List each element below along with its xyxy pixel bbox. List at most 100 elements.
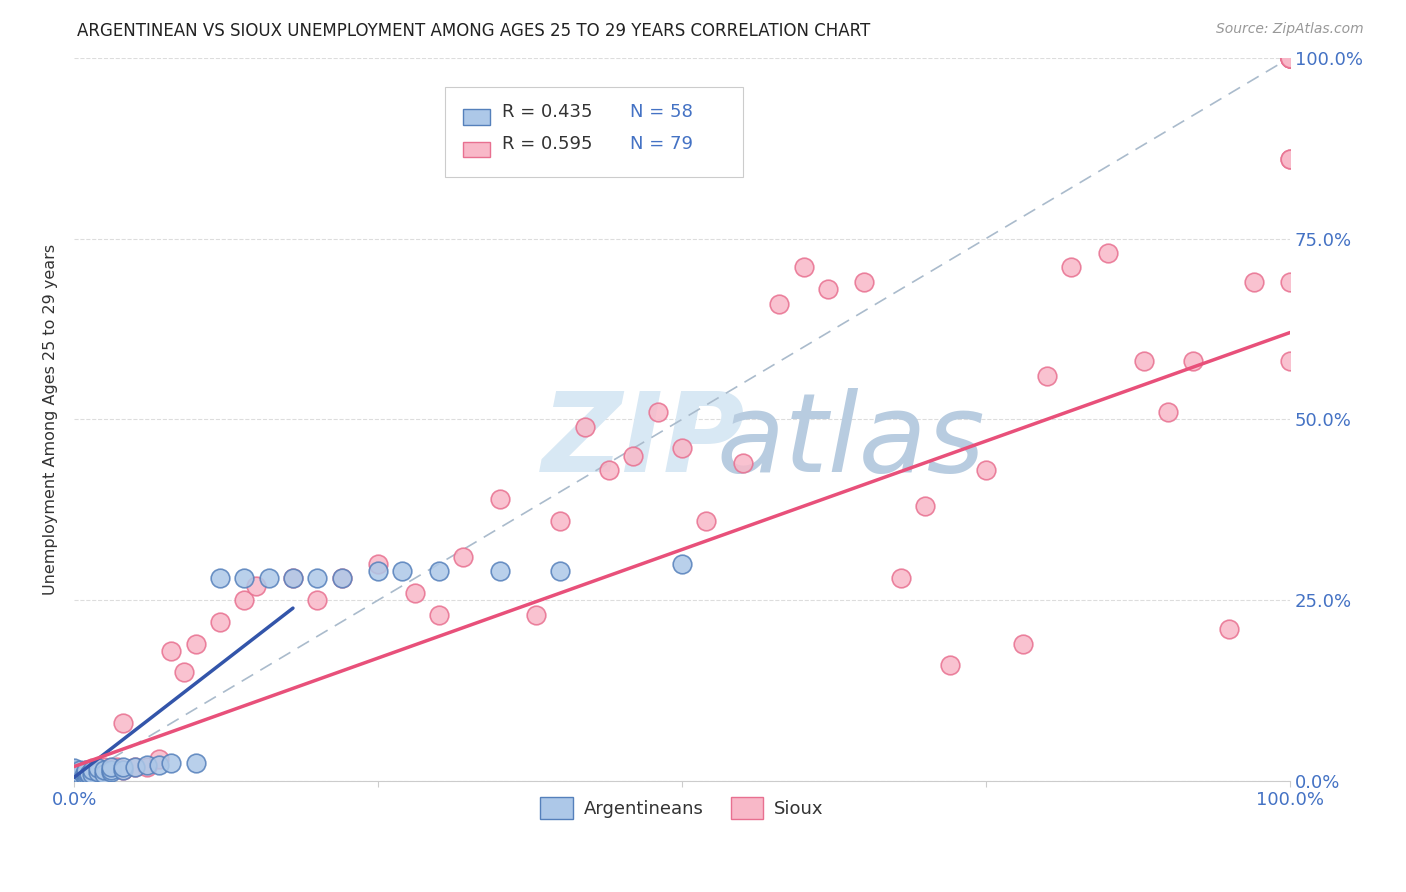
Point xyxy=(87,763,110,777)
Point xyxy=(63,771,86,785)
Point xyxy=(69,766,91,780)
Point xyxy=(63,768,86,782)
Point xyxy=(307,593,329,607)
Point xyxy=(451,549,474,564)
Point xyxy=(488,491,510,506)
Point xyxy=(93,763,115,777)
Point xyxy=(148,758,170,772)
Point xyxy=(1279,152,1302,166)
Point xyxy=(281,572,304,586)
Point xyxy=(938,658,960,673)
Point xyxy=(817,282,839,296)
Text: Source: ZipAtlas.com: Source: ZipAtlas.com xyxy=(1216,22,1364,37)
Point xyxy=(1097,246,1119,260)
Point xyxy=(1011,636,1033,650)
Point xyxy=(1060,260,1083,275)
Point xyxy=(63,769,86,783)
Point xyxy=(63,766,86,780)
Point xyxy=(63,763,86,777)
Point xyxy=(63,768,86,782)
Point xyxy=(75,763,97,777)
Point xyxy=(93,766,115,780)
Point xyxy=(73,768,96,782)
Point xyxy=(598,463,620,477)
Point xyxy=(1218,622,1240,636)
Point xyxy=(281,572,304,586)
Point xyxy=(63,774,86,789)
Point xyxy=(1279,51,1302,65)
Point xyxy=(82,765,104,780)
Point xyxy=(63,768,86,782)
Point xyxy=(124,759,146,773)
Point xyxy=(208,572,231,586)
Point xyxy=(100,759,122,773)
Point xyxy=(111,759,134,773)
Point xyxy=(63,774,86,789)
Point xyxy=(208,615,231,629)
Point xyxy=(63,774,86,789)
Point xyxy=(233,572,256,586)
Point xyxy=(73,768,96,782)
Text: atlas: atlas xyxy=(716,387,984,494)
Point xyxy=(330,572,353,586)
Text: R = 0.595: R = 0.595 xyxy=(502,136,592,153)
Point xyxy=(1157,405,1180,419)
Point xyxy=(69,766,91,780)
Point xyxy=(233,593,256,607)
Point xyxy=(647,405,669,419)
Point xyxy=(1279,51,1302,65)
Point xyxy=(63,767,86,781)
Point xyxy=(574,419,596,434)
Point xyxy=(63,774,86,789)
Point xyxy=(63,771,86,785)
Point xyxy=(63,772,86,786)
Point xyxy=(100,761,122,775)
Point xyxy=(82,766,104,780)
Point xyxy=(1279,152,1302,166)
Point xyxy=(136,759,159,773)
Point xyxy=(63,774,86,789)
Bar xyxy=(463,142,489,158)
Point xyxy=(75,766,97,780)
Point xyxy=(524,607,547,622)
Point xyxy=(69,771,91,785)
Point xyxy=(69,771,91,785)
Point xyxy=(105,759,128,773)
Point xyxy=(160,756,183,770)
Point xyxy=(100,763,122,777)
Point xyxy=(63,761,86,775)
Point xyxy=(75,765,97,780)
Point xyxy=(1133,354,1156,368)
Point xyxy=(63,774,86,789)
Point xyxy=(82,763,104,777)
Point xyxy=(63,774,86,789)
Point xyxy=(367,557,389,571)
Point xyxy=(853,275,876,289)
Point xyxy=(93,763,115,777)
Point xyxy=(111,763,134,777)
Point xyxy=(184,636,207,650)
Point xyxy=(1181,354,1204,368)
Legend: Argentineans, Sioux: Argentineans, Sioux xyxy=(533,789,831,826)
Point xyxy=(75,763,97,777)
Point xyxy=(75,766,97,780)
Y-axis label: Unemployment Among Ages 25 to 29 years: Unemployment Among Ages 25 to 29 years xyxy=(44,244,58,595)
Point xyxy=(77,766,100,780)
Point xyxy=(75,771,97,785)
Text: R = 0.435: R = 0.435 xyxy=(502,103,592,121)
Text: ARGENTINEAN VS SIOUX UNEMPLOYMENT AMONG AGES 25 TO 29 YEARS CORRELATION CHART: ARGENTINEAN VS SIOUX UNEMPLOYMENT AMONG … xyxy=(77,22,870,40)
Point xyxy=(63,765,86,780)
Point xyxy=(488,564,510,578)
Point xyxy=(77,766,100,780)
Point xyxy=(890,572,912,586)
Point xyxy=(1279,354,1302,368)
Bar xyxy=(463,109,489,125)
Point xyxy=(974,463,997,477)
Point xyxy=(111,716,134,731)
Point xyxy=(136,758,159,772)
Point xyxy=(87,761,110,775)
Text: N = 58: N = 58 xyxy=(630,103,693,121)
Point xyxy=(87,765,110,780)
Point xyxy=(100,765,122,780)
Point xyxy=(69,763,91,777)
